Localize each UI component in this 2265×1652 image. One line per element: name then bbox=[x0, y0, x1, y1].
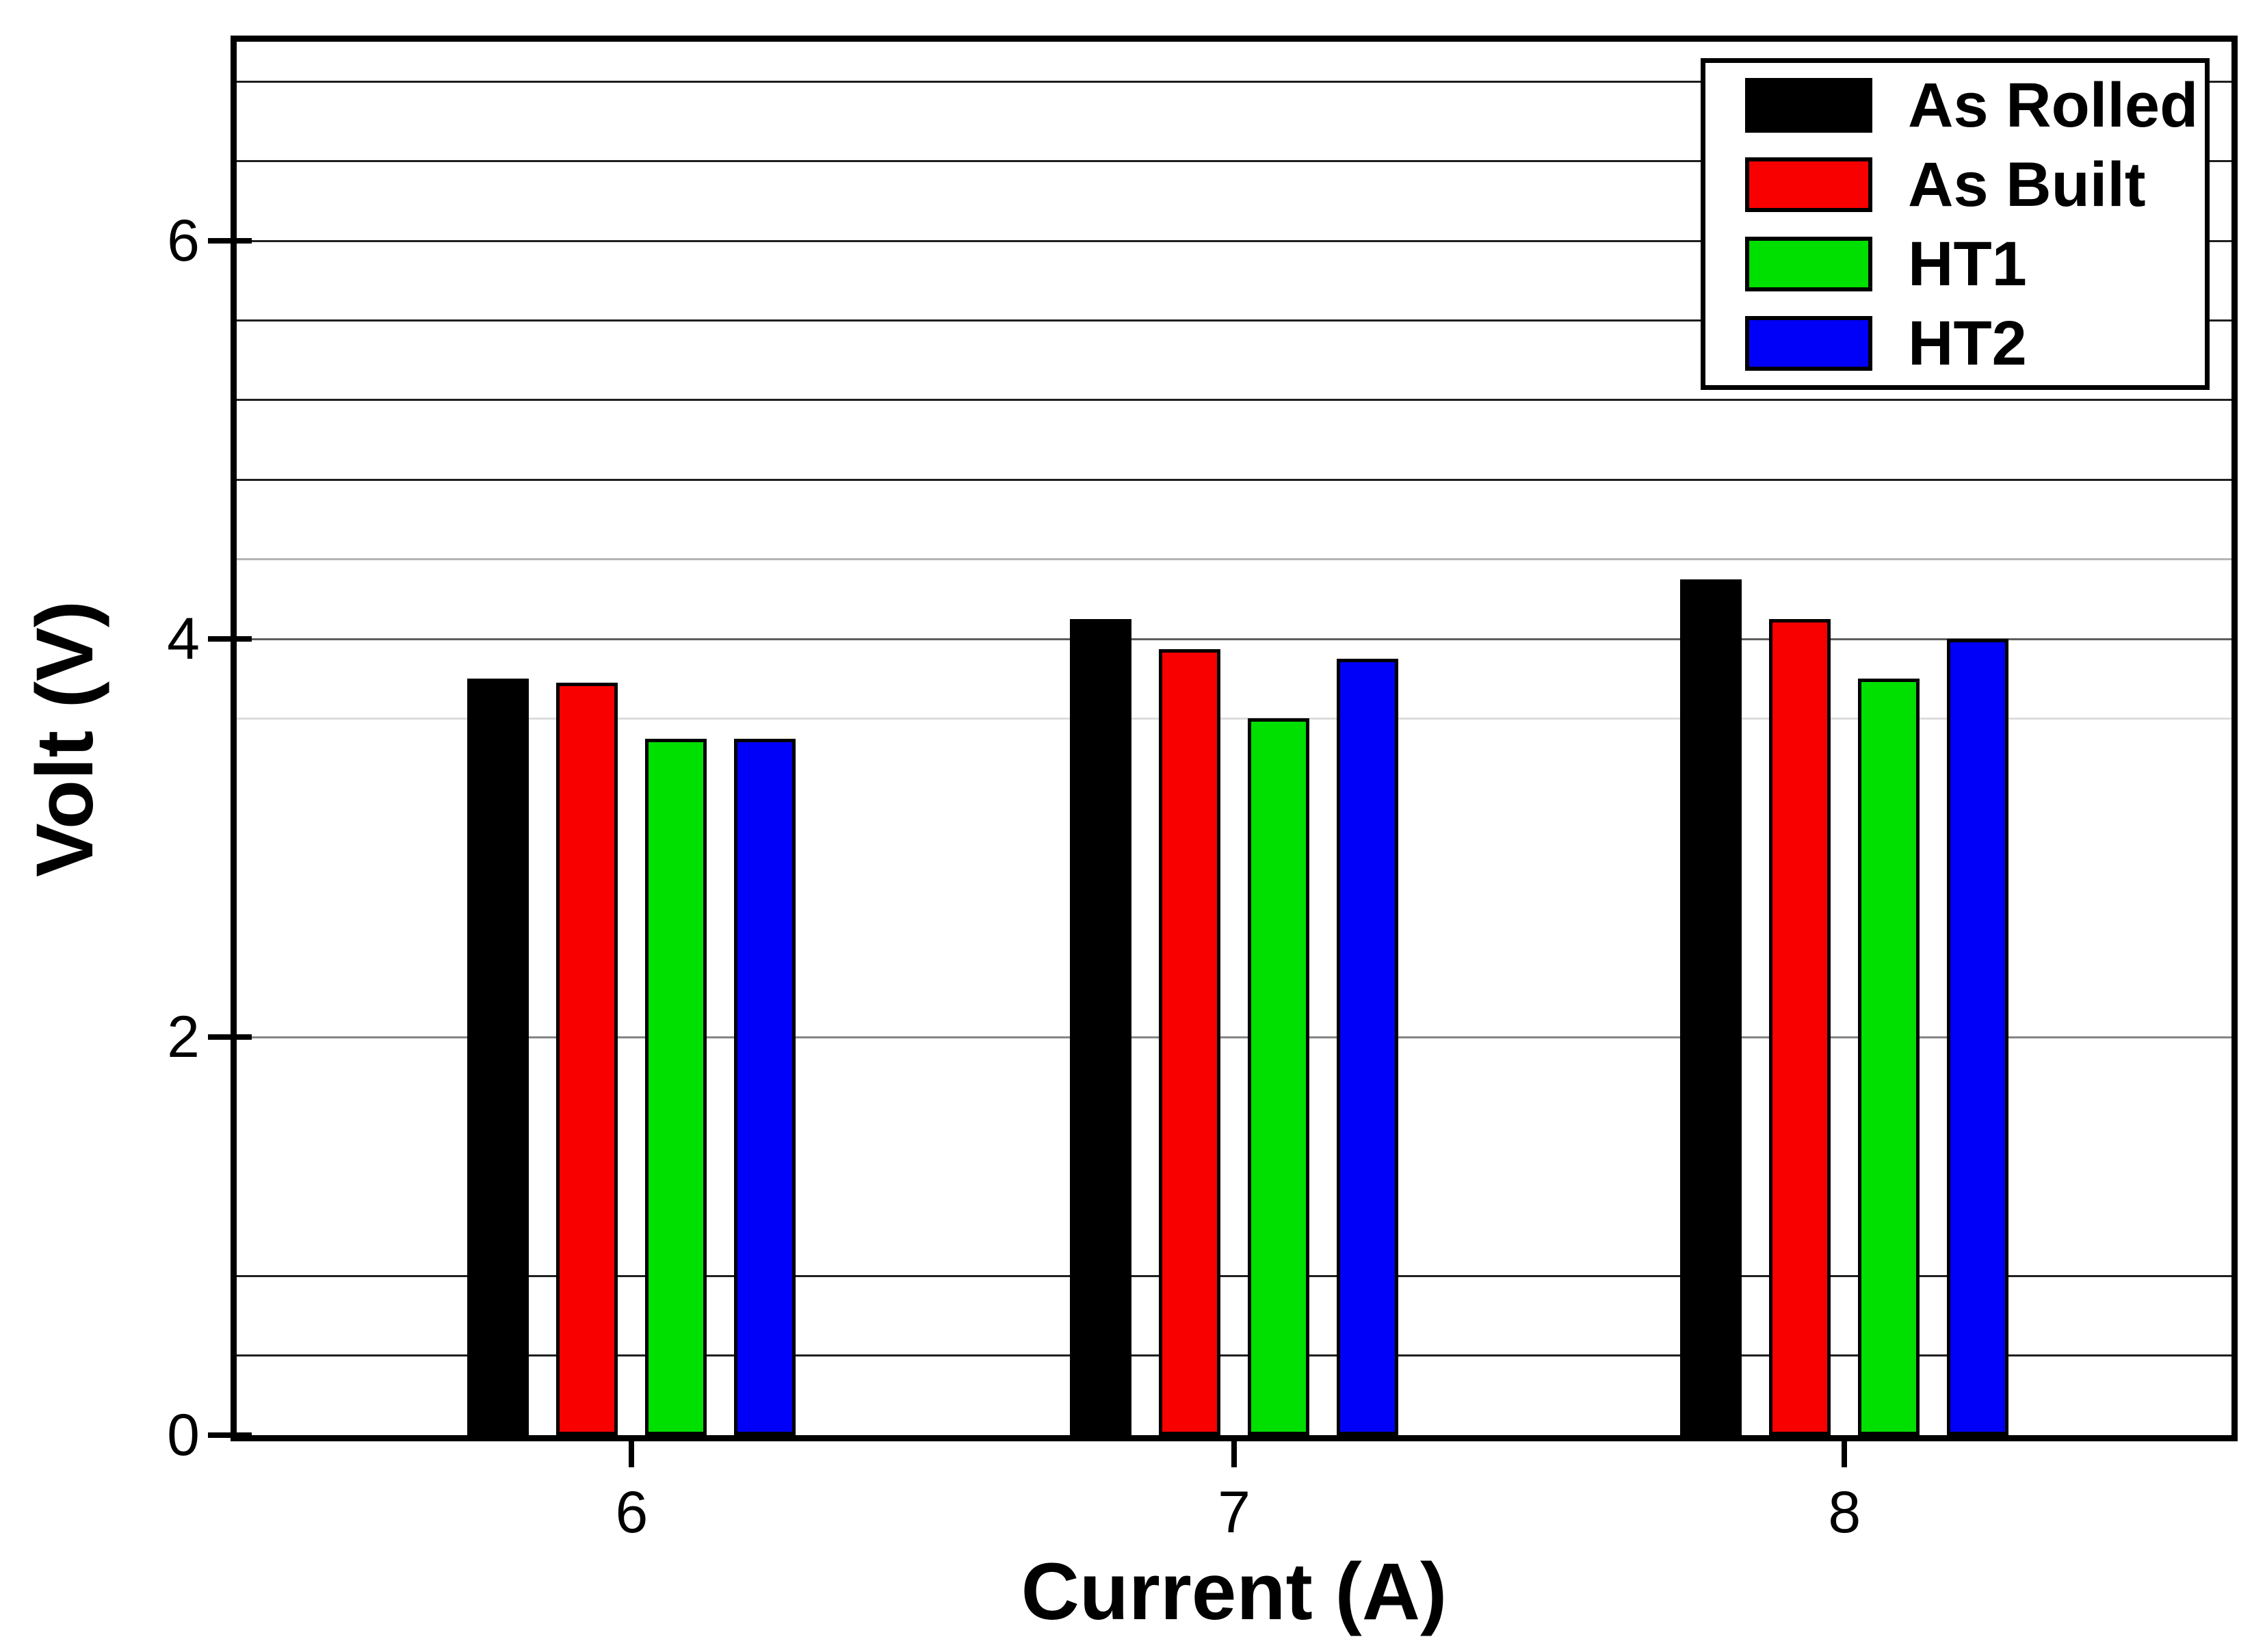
legend-swatch-ht2 bbox=[1745, 315, 1872, 371]
x-major-tick-7 bbox=[1231, 1441, 1237, 1467]
gridline-y-4 bbox=[237, 638, 2231, 640]
bar-as-rolled-7 bbox=[1070, 618, 1131, 1435]
legend-box: As Rolled As Built HT1 HT2 bbox=[1701, 58, 2210, 390]
legend-swatch-as-rolled bbox=[1745, 77, 1872, 133]
y-tick-label-0: 0 bbox=[167, 1402, 200, 1468]
x-major-tick-6 bbox=[629, 1441, 635, 1467]
gridline-y-0.8 bbox=[237, 1274, 2231, 1277]
gridline-y-4.4 bbox=[237, 558, 2231, 561]
gridline-y-6.4 bbox=[237, 160, 2231, 163]
y-major-tick-4 bbox=[208, 636, 252, 642]
y-major-tick-2 bbox=[208, 1034, 252, 1040]
bar-ht2-7 bbox=[1337, 659, 1398, 1435]
bar-ht1-8 bbox=[1858, 679, 1920, 1435]
bar-as-rolled-6 bbox=[467, 679, 529, 1435]
gridline-y-0.4 bbox=[237, 1354, 2231, 1357]
x-tick-label-6: 6 bbox=[615, 1480, 649, 1545]
legend-item-ht1: HT1 bbox=[1745, 233, 2205, 296]
gridline-y-2 bbox=[237, 1036, 2231, 1038]
gridline-y-3.6 bbox=[237, 717, 2231, 720]
gridline-y-6.8 bbox=[237, 80, 2231, 83]
y-axis-title: Volt (V) bbox=[20, 600, 110, 878]
x-major-tick-8 bbox=[1842, 1441, 1848, 1467]
legend-item-as-built: As Built bbox=[1745, 153, 2205, 216]
gridline-y-6 bbox=[237, 239, 2231, 242]
bar-as-built-7 bbox=[1159, 648, 1220, 1435]
bar-as-built-8 bbox=[1769, 618, 1831, 1435]
legend-item-as-rolled: As Rolled bbox=[1745, 74, 2205, 137]
bar-as-built-6 bbox=[556, 683, 618, 1435]
legend-label-as-built: As Built bbox=[1908, 149, 2146, 220]
x-axis-title: Current (A) bbox=[1021, 1547, 1448, 1637]
y-tick-label-6: 6 bbox=[167, 208, 200, 274]
x-tick-label-8: 8 bbox=[1828, 1480, 1861, 1545]
bar-ht2-6 bbox=[734, 738, 796, 1435]
legend-label-ht1: HT1 bbox=[1908, 228, 2027, 299]
bar-ht1-6 bbox=[645, 738, 707, 1435]
y-major-tick-0 bbox=[208, 1432, 252, 1438]
x-tick-label-7: 7 bbox=[1218, 1480, 1251, 1545]
gridline-y-5.2 bbox=[237, 399, 2231, 402]
legend-swatch-ht1 bbox=[1745, 236, 1872, 291]
gridline-y-4.8 bbox=[237, 478, 2231, 481]
y-tick-label-4: 4 bbox=[167, 606, 200, 672]
legend-label-ht2: HT2 bbox=[1908, 308, 2027, 378]
y-major-tick-6 bbox=[208, 238, 252, 244]
legend-item-ht2: HT2 bbox=[1745, 312, 2205, 375]
bar-as-rolled-8 bbox=[1680, 579, 1742, 1435]
legend-label-as-rolled: As Rolled bbox=[1908, 70, 2199, 140]
gridline-y-5.6 bbox=[237, 319, 2231, 322]
bar-ht1-7 bbox=[1248, 718, 1309, 1435]
legend-swatch-as-built bbox=[1745, 157, 1872, 212]
y-tick-label-2: 2 bbox=[167, 1004, 200, 1070]
bar-ht2-8 bbox=[1947, 639, 2009, 1435]
